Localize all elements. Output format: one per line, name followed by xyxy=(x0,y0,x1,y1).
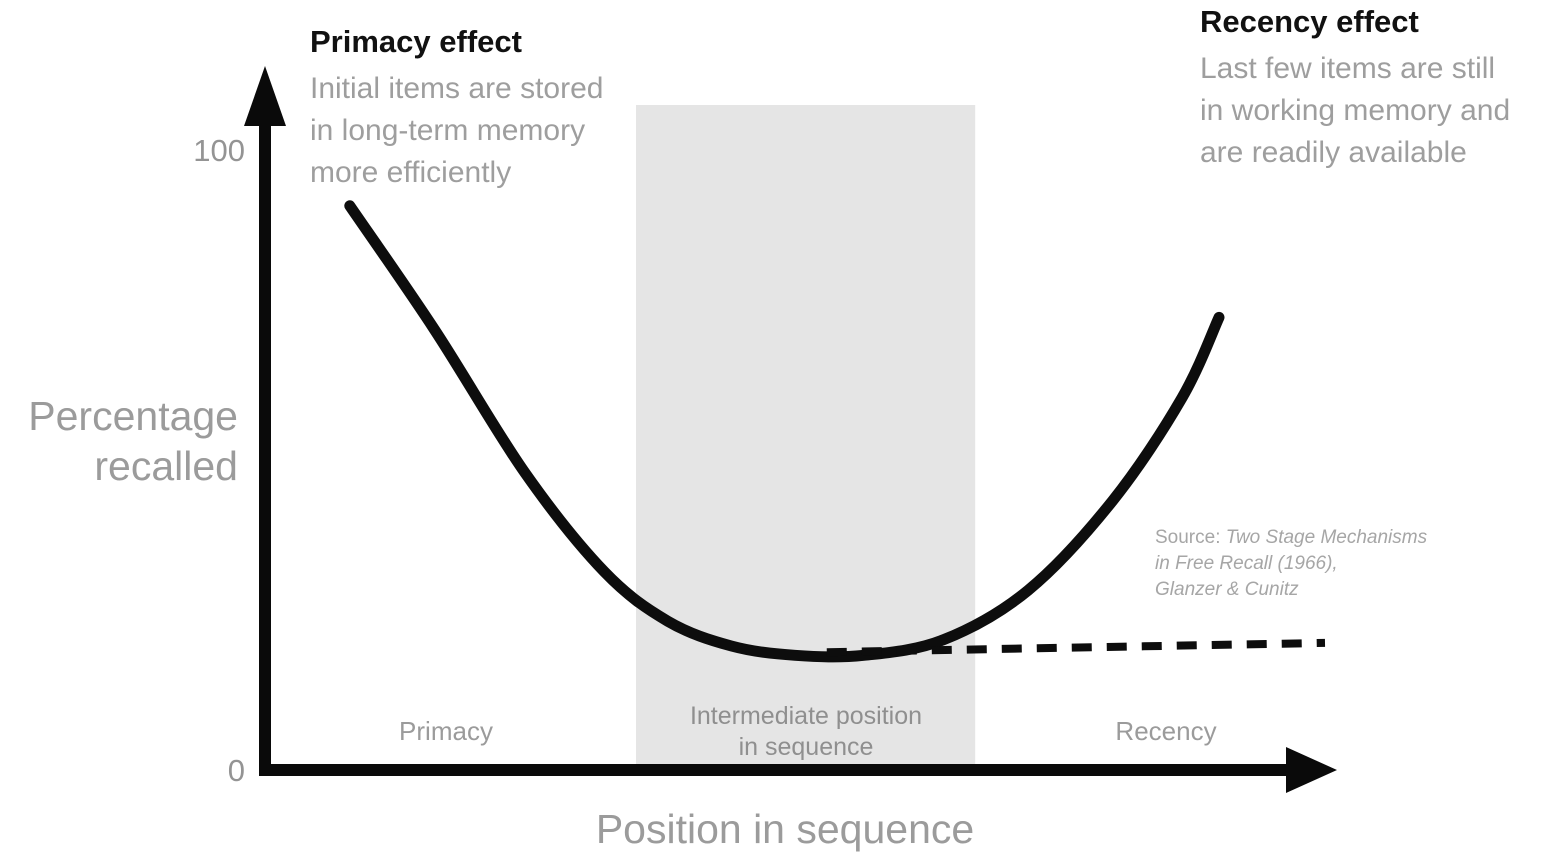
intermediate-band-label-line2: in sequence xyxy=(738,733,874,761)
x-axis-title: Position in sequence xyxy=(595,806,975,852)
recency-effect-body-line3: are readily available xyxy=(1200,136,1467,169)
y-tick-0: 0 xyxy=(227,753,245,788)
primacy-effect-body-line3: more efficiently xyxy=(310,156,512,189)
region-label-recency: Recency xyxy=(1115,716,1217,746)
recency-effect-body-line1: Last few items are still xyxy=(1200,52,1496,85)
source-title-part1: Two Stage Mechanisms xyxy=(1225,527,1428,548)
y-axis-title: Percentage recalled xyxy=(18,391,238,491)
y-axis-title-line1: Percentage xyxy=(28,393,238,439)
primacy-effect-body-line1: Initial items are stored xyxy=(310,72,604,105)
intermediate-highlight-band xyxy=(636,105,976,770)
source-line1: Source: Two Stage Mechanisms xyxy=(1155,525,1485,551)
intermediate-band-label: Intermediate position in sequence xyxy=(637,701,975,763)
recency-effect-annotation: Recency effect Last few items are still … xyxy=(1200,4,1560,174)
source-line2: in Free Recall (1966), xyxy=(1155,553,1338,574)
y-axis-arrowhead-icon xyxy=(244,66,286,126)
region-label-primacy: Primacy xyxy=(399,716,493,746)
y-axis-title-line2: recalled xyxy=(94,443,238,489)
intermediate-baseline-dashed xyxy=(826,638,1326,657)
recency-effect-title: Recency effect xyxy=(1200,4,1419,39)
source-line3: Glanzer & Cunitz xyxy=(1155,579,1299,600)
source-prefix: Source: xyxy=(1155,527,1226,548)
primacy-effect-annotation: Primacy effect Initial items are stored … xyxy=(310,24,670,194)
primacy-effect-title: Primacy effect xyxy=(310,24,522,59)
intermediate-band-label-line1: Intermediate position xyxy=(689,702,923,730)
percentage-recalled-curve xyxy=(344,200,1225,663)
data-series-layer xyxy=(344,200,1326,663)
x-axis-arrowhead-icon xyxy=(1286,747,1337,793)
source-citation: Source: Two Stage Mechanisms in Free Rec… xyxy=(1155,525,1485,603)
recency-effect-body-line2: in working memory and xyxy=(1200,94,1511,127)
intermediate-highlight-band-layer xyxy=(636,105,976,770)
y-tick-100: 100 xyxy=(193,133,245,168)
primacy-effect-body-line2: in long-term memory xyxy=(310,114,586,147)
